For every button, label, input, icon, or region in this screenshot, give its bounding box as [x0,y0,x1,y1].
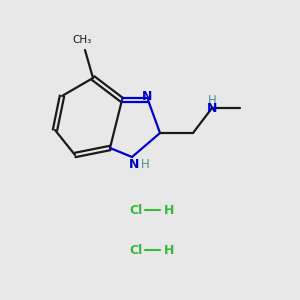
Text: N: N [142,91,152,103]
Text: N: N [207,103,217,116]
Text: Cl: Cl [129,244,142,256]
Text: H: H [141,158,149,170]
Text: N: N [129,158,139,170]
Text: H: H [208,94,216,106]
Text: H: H [164,203,174,217]
Text: CH₃: CH₃ [72,35,92,45]
Text: Cl: Cl [129,203,142,217]
Text: H: H [164,244,174,256]
